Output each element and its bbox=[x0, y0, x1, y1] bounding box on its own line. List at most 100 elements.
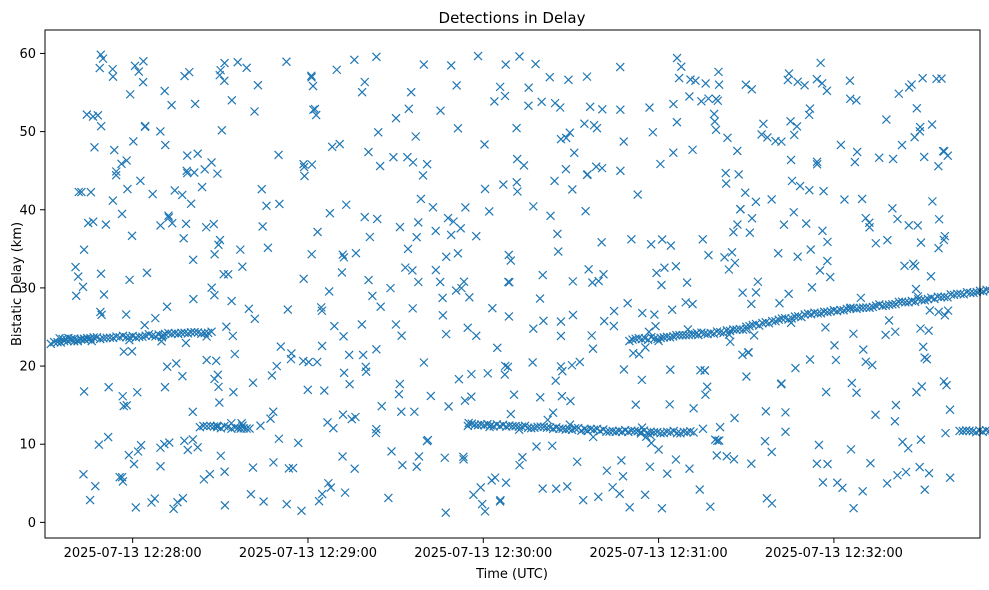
clutter-marker bbox=[487, 303, 497, 313]
clutter-marker bbox=[890, 327, 900, 337]
clutter-marker bbox=[269, 457, 278, 467]
clutter-marker bbox=[891, 400, 901, 410]
clutter-marker bbox=[557, 391, 567, 401]
clutter-marker bbox=[515, 51, 524, 61]
clutter-marker bbox=[96, 121, 106, 131]
clutter-marker bbox=[789, 207, 799, 217]
clutter-marker bbox=[858, 345, 868, 355]
clutter-marker bbox=[341, 200, 351, 210]
clutter-marker bbox=[111, 167, 121, 176]
clutter-marker bbox=[724, 265, 734, 274]
clutter-marker bbox=[436, 106, 445, 116]
track-marker bbox=[920, 295, 930, 305]
clutter-marker bbox=[747, 213, 757, 223]
clutter-marker bbox=[148, 189, 158, 199]
clutter-marker bbox=[830, 340, 839, 350]
clutter-marker bbox=[924, 326, 934, 336]
clutter-marker bbox=[307, 160, 317, 170]
clutter-marker bbox=[311, 110, 321, 120]
clutter-marker bbox=[572, 457, 582, 467]
clutter-marker bbox=[751, 288, 761, 297]
clutter-marker bbox=[625, 502, 635, 512]
clutter-marker bbox=[926, 271, 936, 281]
clutter-marker bbox=[201, 222, 211, 232]
clutter-marker bbox=[599, 269, 608, 279]
clutter-marker bbox=[912, 103, 922, 113]
clutter-marker bbox=[477, 499, 487, 509]
clutter-marker bbox=[562, 481, 572, 491]
clutter-marker bbox=[758, 119, 768, 129]
track-marker bbox=[80, 334, 90, 344]
clutter-marker bbox=[817, 78, 827, 88]
clutter-marker bbox=[426, 391, 436, 401]
y-tick-label: 50 bbox=[19, 125, 36, 140]
track-marker bbox=[634, 333, 644, 343]
clutter-marker bbox=[371, 52, 381, 62]
clutter-marker bbox=[82, 110, 92, 119]
clutter-marker bbox=[674, 73, 684, 83]
clutter-marker bbox=[125, 275, 134, 285]
x-axis: 2025-07-13 12:28:00 2025-07-13 12:29:00 20… bbox=[64, 538, 903, 561]
clutter-marker bbox=[431, 226, 441, 236]
clutter-marker bbox=[456, 223, 466, 233]
clutter-marker bbox=[338, 410, 348, 420]
clutter-marker bbox=[202, 355, 212, 365]
y-tick-label: 20 bbox=[19, 360, 36, 375]
clutter-marker bbox=[913, 221, 923, 230]
clutter-marker bbox=[422, 159, 432, 169]
clutter-marker bbox=[700, 366, 710, 376]
clutter-marker bbox=[723, 133, 732, 143]
clutter-marker bbox=[531, 59, 541, 69]
track-marker bbox=[682, 427, 692, 437]
clutter-marker bbox=[98, 54, 108, 64]
clutter-marker bbox=[147, 498, 156, 507]
track-marker bbox=[758, 318, 767, 328]
clutter-marker bbox=[644, 327, 654, 337]
clutter-marker bbox=[197, 182, 207, 192]
clutter-marker bbox=[729, 454, 739, 464]
clutter-marker bbox=[934, 307, 944, 317]
track-detections bbox=[46, 285, 989, 438]
clutter-marker bbox=[233, 57, 243, 67]
clutter-marker bbox=[97, 310, 106, 320]
clutter-marker bbox=[74, 187, 84, 197]
clutter-marker bbox=[159, 439, 169, 449]
clutter-marker bbox=[734, 170, 744, 179]
clutter-marker bbox=[668, 148, 678, 158]
clutter-marker bbox=[391, 113, 401, 123]
clutter-marker bbox=[119, 401, 129, 411]
clutter-marker bbox=[155, 127, 165, 136]
clutter-marker bbox=[95, 307, 105, 317]
clutter-marker bbox=[160, 140, 170, 150]
clutter-marker bbox=[339, 331, 348, 341]
clutter-marker bbox=[323, 478, 333, 488]
clutter-marker bbox=[319, 386, 329, 395]
clutter-marker bbox=[792, 121, 802, 131]
clutter-marker bbox=[713, 96, 723, 106]
clutter-marker bbox=[164, 438, 174, 448]
clutter-marker bbox=[553, 247, 563, 256]
clutter-marker bbox=[500, 370, 510, 379]
clutter-marker bbox=[220, 500, 230, 510]
clutter-marker bbox=[466, 369, 476, 379]
clutter-marker bbox=[608, 482, 618, 492]
clutter-marker bbox=[631, 400, 641, 410]
clutter-marker bbox=[306, 71, 316, 81]
clutter-marker bbox=[308, 105, 318, 115]
track-marker bbox=[741, 322, 751, 332]
clutter-marker bbox=[371, 428, 381, 438]
track-marker bbox=[186, 327, 196, 337]
clutter-marker bbox=[535, 392, 545, 402]
clutter-marker bbox=[459, 454, 469, 464]
clutter-marker bbox=[721, 179, 731, 188]
clutter-marker bbox=[615, 489, 625, 499]
track-marker bbox=[76, 334, 86, 344]
clutter-marker bbox=[129, 459, 139, 469]
clutter-marker bbox=[504, 250, 514, 260]
clutter-marker bbox=[789, 130, 799, 140]
clutter-marker bbox=[248, 463, 258, 473]
clutter-marker bbox=[800, 80, 809, 90]
clutter-marker bbox=[127, 346, 137, 356]
clutter-marker bbox=[805, 355, 815, 364]
clutter-marker bbox=[111, 170, 121, 180]
